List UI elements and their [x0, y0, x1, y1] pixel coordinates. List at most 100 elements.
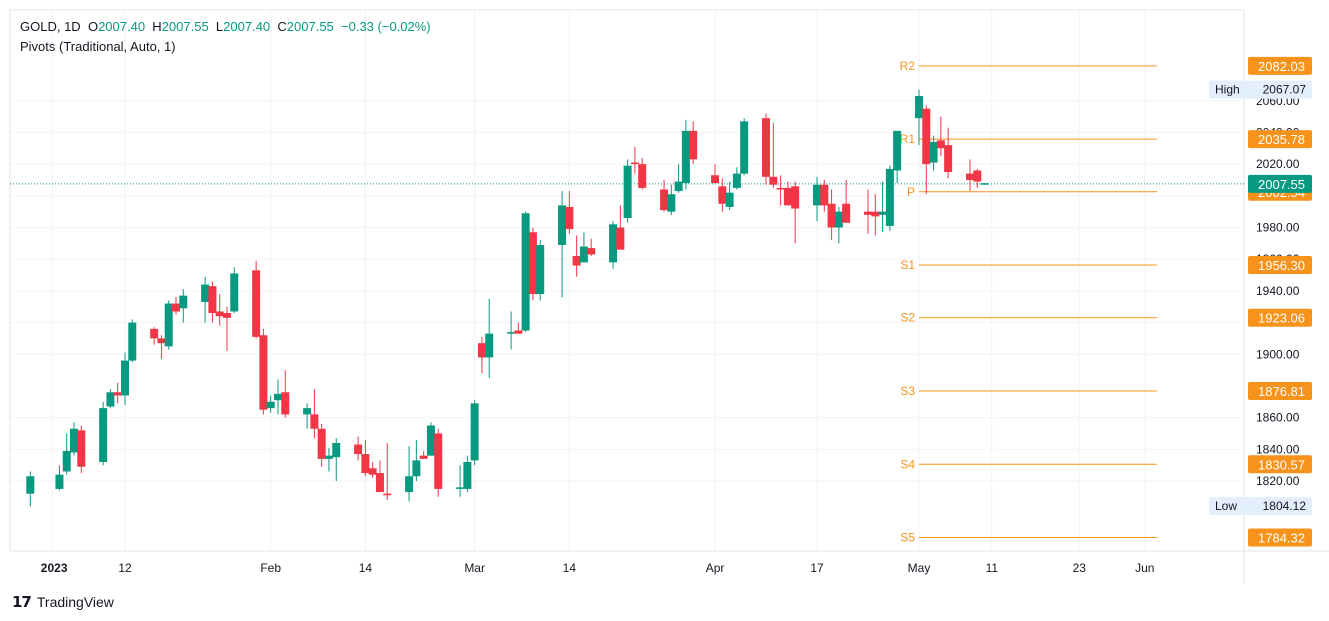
x-tick-label: 23: [1073, 561, 1087, 575]
candle-body: [477, 343, 486, 358]
candle-body: [667, 194, 676, 212]
candle-body: [514, 330, 523, 334]
candle: [77, 425, 86, 474]
x-tick-label: 14: [359, 561, 373, 575]
candle-body: [419, 455, 428, 459]
candle: [222, 306, 231, 352]
candle-body: [718, 186, 727, 204]
branding[interactable]: 17 TradingView: [12, 593, 114, 611]
pivot-s1-badge: [1248, 256, 1312, 275]
candle-body: [456, 487, 465, 489]
candle-body: [383, 493, 392, 496]
candle-body: [762, 118, 771, 177]
candle-body: [368, 468, 377, 475]
candle-body: [179, 295, 188, 309]
candle: [718, 178, 727, 212]
candle-body: [871, 211, 880, 217]
candle-body: [62, 450, 71, 472]
candle: [317, 423, 326, 467]
candle-body: [113, 392, 122, 396]
candle: [230, 267, 239, 314]
pivot-s2-badge: [1248, 308, 1312, 327]
candle-body: [885, 168, 894, 226]
x-axis[interactable]: 2023 12 Feb 14 Mar 14 Apr 17 May 11 23 Jun: [41, 561, 1155, 575]
candle-body: [558, 205, 567, 245]
x-tick-label: 17: [810, 561, 824, 575]
low-marker-label: Low: [1215, 499, 1237, 513]
y-axis[interactable]: 1820.001840.001860.001900.001920.001940.…: [1256, 94, 1300, 488]
candle-body: [405, 476, 414, 493]
pivot-name-s1: S1: [900, 258, 915, 272]
candle: [266, 395, 275, 413]
candle: [783, 181, 792, 206]
candle: [725, 181, 734, 211]
candle-body: [106, 392, 115, 407]
candle-body: [616, 227, 625, 250]
candle-body: [375, 473, 384, 493]
candle: [791, 181, 800, 244]
candle: [579, 232, 588, 263]
candle-body: [317, 428, 326, 459]
candle: [834, 206, 843, 244]
x-tick-label: May: [908, 561, 931, 575]
last-price-badge: [1248, 174, 1312, 193]
candle-body: [776, 187, 785, 190]
candle: [521, 211, 530, 333]
candle: [426, 422, 435, 456]
candle: [769, 122, 778, 188]
candle-body: [281, 392, 290, 415]
candle-body: [332, 442, 341, 458]
candle: [929, 135, 938, 171]
candle-body: [944, 145, 953, 173]
candle-body: [361, 454, 370, 474]
candle: [842, 179, 851, 223]
candle: [150, 327, 159, 345]
candle-body: [579, 246, 588, 263]
candle-body: [740, 121, 749, 174]
candle: [303, 403, 312, 429]
candle: [922, 105, 931, 195]
candle-body: [303, 408, 312, 415]
candle-body: [324, 455, 333, 459]
candle: [157, 335, 166, 360]
candle-body: [121, 360, 129, 396]
interval-label[interactable]: 1D: [64, 19, 81, 34]
candle: [813, 176, 822, 222]
candle-body: [528, 232, 537, 295]
candle-body: [273, 393, 282, 401]
candle: [179, 289, 188, 323]
candle-body: [26, 476, 35, 494]
candle: [281, 370, 290, 418]
candle-body: [929, 141, 938, 163]
candle-body: [70, 428, 79, 453]
pivot-name-s4: S4: [900, 457, 915, 471]
candle-body: [463, 461, 472, 489]
x-tick-label: 14: [563, 561, 577, 575]
candle-body: [609, 224, 618, 263]
candle: [681, 119, 690, 190]
candle-body: [55, 474, 64, 489]
candle-body: [674, 181, 683, 192]
high-label: H: [152, 19, 162, 34]
candle: [630, 146, 639, 174]
y-tick-label: 1980.00: [1256, 221, 1300, 235]
candle-body: [791, 186, 800, 209]
indicator-legend[interactable]: Pivots (Traditional, Auto, 1): [20, 39, 176, 54]
candle: [128, 319, 137, 363]
candle-body: [215, 311, 224, 317]
candle-body: [157, 338, 166, 344]
x-tick-label: 11: [986, 561, 999, 575]
candle: [980, 183, 989, 185]
candle: [711, 164, 720, 184]
candle-body: [536, 244, 545, 295]
symbol-name[interactable]: GOLD: [20, 19, 57, 34]
candle-body: [434, 433, 443, 489]
candle: [310, 389, 319, 439]
candle: [762, 113, 771, 185]
chart-grid: [9, 9, 1329, 583]
candle: [62, 433, 71, 475]
candle: [536, 240, 545, 301]
candle-body: [230, 273, 239, 312]
candle: [113, 382, 122, 404]
